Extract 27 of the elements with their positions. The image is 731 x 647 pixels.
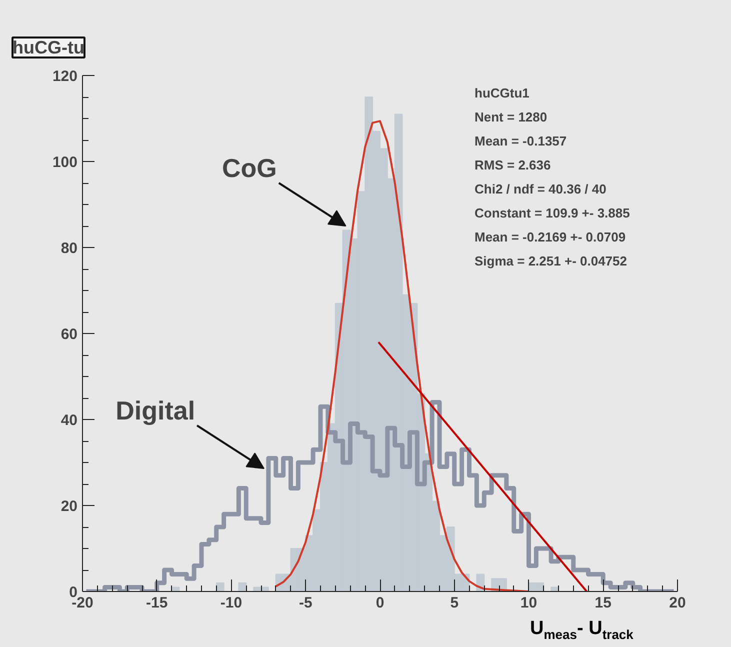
x-axis-title: U$_{meas}$- U$_{track}$ — [530, 618, 634, 644]
annotation: Nent = 1280 — [474, 110, 548, 124]
y-tick-label: 100 — [52, 154, 78, 171]
annotation: Mean = -0.2169 +- 0.0709 — [474, 230, 626, 244]
annotation: Digital — [116, 396, 196, 426]
annotation: CoG — [222, 153, 277, 183]
x-tick-label: 0 — [376, 594, 384, 612]
y-tick-label: 80 — [60, 240, 78, 257]
x-tick-label: 15 — [594, 594, 612, 612]
x-tick-label: 20 — [669, 594, 686, 612]
y-tick-label: 0 — [69, 584, 78, 601]
x-tick-label: 10 — [520, 594, 538, 612]
annotation: Chi2 / ndf = 40.36 / 40 — [474, 182, 606, 196]
annotation: Mean = -0.1357 — [474, 134, 567, 148]
annotation: huCGtu1 — [474, 86, 530, 100]
annotation: Constant = 109.9 +- 3.885 — [474, 206, 630, 220]
x-tick-label: 5 — [450, 594, 459, 612]
chart-title: huCG-tu — [12, 38, 84, 58]
y-tick-label: 120 — [52, 68, 78, 85]
annotation: RMS = 2.636 — [474, 158, 551, 172]
annotation: Sigma = 2.251 +- 0.04752 — [474, 254, 627, 268]
y-tick-label: 40 — [60, 412, 78, 429]
y-tick-label: 20 — [60, 498, 78, 515]
x-tick-label: -5 — [298, 594, 312, 612]
x-tick-label: -10 — [220, 594, 242, 612]
y-tick-label: 60 — [60, 326, 78, 343]
x-tick-label: -15 — [146, 594, 168, 612]
